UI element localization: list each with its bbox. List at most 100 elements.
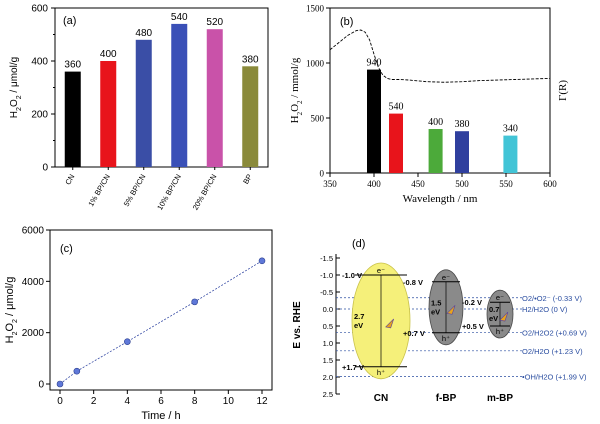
y-tick-label: 0.0	[323, 305, 333, 314]
data-label: 360	[64, 60, 81, 71]
data-label: 540	[171, 12, 188, 23]
y-axis-label: H2O2 / μmol/g	[4, 277, 19, 344]
x-tick-label: 450	[411, 179, 425, 189]
y2-axis-label: Γ(R)	[557, 80, 569, 101]
data-point	[124, 338, 131, 345]
band-gap-unit: eV	[489, 314, 498, 323]
bar	[64, 71, 81, 167]
data-label: 380	[455, 119, 470, 130]
band-gap-value: 0.7	[489, 305, 499, 314]
vb-potential-label: +1.7 V	[342, 363, 364, 372]
x-tick-label: 2	[91, 396, 97, 407]
bar	[100, 61, 117, 167]
y-tick-label: 1.0	[323, 339, 333, 348]
x-tick-label: 400	[367, 179, 381, 189]
redox-label: O2/H2O (+1.23 V)	[522, 347, 583, 356]
x-tick-label: 500	[455, 179, 469, 189]
x-tick-label: 8	[192, 396, 198, 407]
y-tick-label: 2000	[22, 328, 45, 339]
cb-potential-label: -0.8 V	[403, 278, 423, 287]
y-tick-label: 1000	[306, 59, 325, 69]
hole-label: h⁺	[442, 334, 450, 343]
bar	[503, 135, 518, 173]
electron-label: e⁻	[442, 273, 450, 282]
panel-c: 0 2000 4000 6000 0 2 4 6 8 10 12 (c) Time / h H2O2 / …	[4, 226, 273, 422]
data-label: 400	[428, 117, 443, 128]
y-tick-label: 500	[311, 114, 325, 124]
photon-icon	[446, 305, 456, 315]
y-tick-label: 0	[42, 163, 48, 174]
data-point	[73, 367, 81, 375]
y-tick-label: 0	[320, 169, 325, 179]
absorbance-curve	[329, 29, 551, 83]
data-label: 340	[503, 124, 518, 135]
band-gap-unit: eV	[431, 307, 440, 316]
x-tick-label: 350	[323, 179, 337, 189]
y-tick-label: 2.5	[323, 390, 333, 399]
x-axis-label: Wavelength / nm	[403, 193, 478, 205]
hole-label: h⁺	[377, 368, 385, 377]
x-tick-label: 4	[125, 396, 131, 407]
y-axis-label: H2O2 / μmol/g	[9, 57, 23, 118]
y-tick-label: -1.5	[320, 254, 333, 263]
bar	[455, 131, 469, 173]
bar	[206, 29, 223, 168]
data-label: 480	[135, 28, 152, 39]
y-axis-label: E vs. RHE	[292, 301, 303, 349]
data-label: 940	[367, 58, 382, 69]
data-label: 400	[100, 49, 117, 60]
data-point	[56, 380, 64, 388]
redox-label: H2/H2O (0 V)	[522, 305, 568, 314]
x-tick-label: 10	[223, 396, 235, 407]
vb-potential-label: +0.7 V	[403, 329, 425, 338]
data-point	[258, 257, 266, 265]
y-tick-label: 1.5	[323, 356, 333, 365]
bar	[428, 129, 443, 173]
redox-label: O2/•O2⁻ (-0.33 V)	[522, 294, 582, 303]
x-tick-label: 550	[499, 179, 513, 189]
hole-label: h⁺	[496, 327, 504, 336]
panel-b: 0 500 1000 1500 350 400 450 500 550 600 940 540 400 3…	[289, 4, 569, 206]
x-tick-label: 600	[543, 179, 557, 189]
y-tick-label: -0.5	[320, 288, 333, 297]
semiconductor-name: f-BP	[436, 393, 457, 404]
data-label: 520	[206, 17, 223, 28]
y-tick-label: 0	[38, 380, 44, 391]
x-tick-label: 12	[256, 396, 268, 407]
y-tick-label: -1.0	[320, 271, 333, 280]
x-axis-label: Time / h	[141, 410, 180, 422]
y-tick-label: 600	[31, 4, 48, 15]
series-line	[59, 260, 263, 385]
electron-label: e⁻	[377, 266, 385, 275]
cb-potential-label: -1.0 V	[342, 271, 362, 280]
y-tick-label: 200	[31, 110, 48, 121]
panel-label: (a)	[63, 15, 76, 27]
semiconductor-name: m-BP	[487, 393, 513, 404]
y-tick-label: 2.0	[323, 373, 333, 382]
x-tick-label: 20% BP/CN	[191, 173, 219, 212]
bar	[367, 69, 381, 173]
semiconductor-name: CN	[374, 393, 388, 404]
x-tick-label: 1% BP/CN	[86, 173, 112, 209]
panel-label: (c)	[60, 243, 73, 255]
data-label: 380	[242, 54, 259, 65]
y-axis-label: H2O2 / mmol/g	[289, 57, 304, 123]
cb-potential-label: -0.2 V	[462, 298, 482, 307]
panel-label: (b)	[340, 16, 353, 28]
bar	[242, 66, 259, 167]
electron-label: e⁻	[496, 293, 504, 302]
photon-icon	[499, 311, 509, 322]
redox-label: •OH/H2O (+1.99 V)	[522, 373, 587, 382]
plot-frame	[49, 229, 273, 391]
vb-potential-label: +0.5 V	[462, 322, 484, 331]
x-tick-label: 5% BP/CN	[122, 173, 148, 209]
band-gap-value: 1.5	[431, 298, 441, 307]
plot-frame	[54, 7, 269, 168]
data-point	[191, 298, 198, 306]
band-gap-unit: eV	[354, 321, 363, 330]
band-gap-value: 2.7	[354, 312, 364, 321]
panel-d: -1.5 -1.0 -0.5 0.0 0.5 1.0 1.5 2.0 2.5 E vs. RHE (…	[292, 238, 587, 404]
redox-label: O2/H2O2 (+0.69 V)	[522, 328, 587, 337]
data-label: 540	[389, 102, 404, 113]
